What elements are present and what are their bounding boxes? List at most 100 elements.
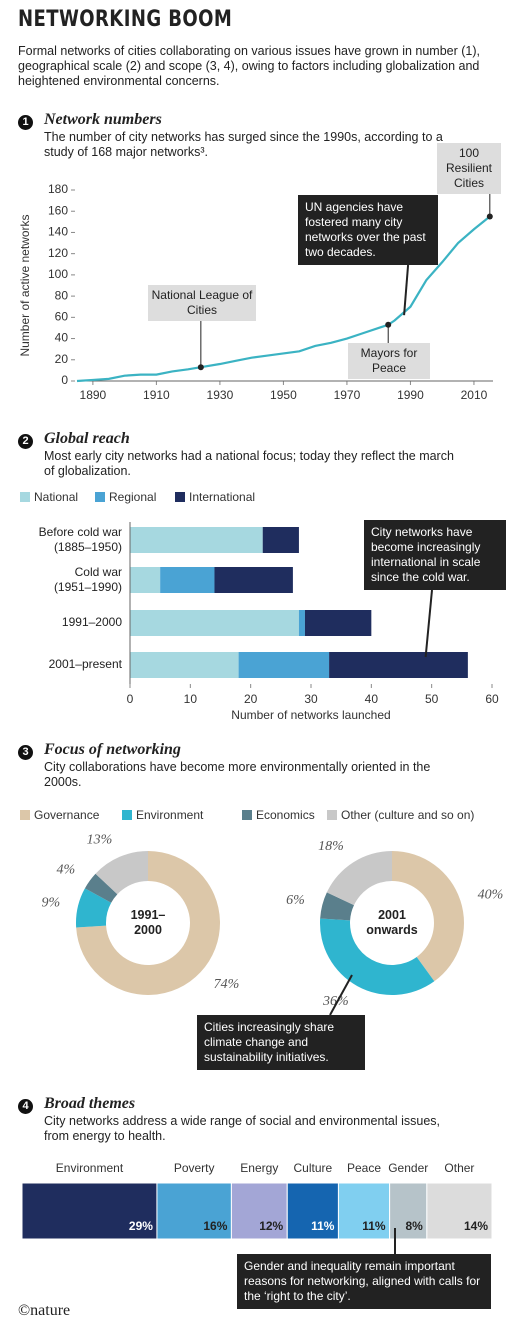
series-line xyxy=(76,215,491,383)
y-tick-label: 0 xyxy=(61,373,68,387)
legend-label: Environment xyxy=(136,808,204,822)
value-label: 6% xyxy=(286,893,305,908)
x-tick-label: 20 xyxy=(244,692,258,706)
y-axis-label: Number of active networks xyxy=(18,214,32,356)
bar-segment xyxy=(262,527,299,553)
value-label: 4% xyxy=(57,862,76,877)
annotation-point xyxy=(486,213,493,220)
bar-segment xyxy=(130,652,239,678)
x-tick-label: 50 xyxy=(425,692,439,706)
bar-segment xyxy=(304,610,372,636)
strip-segment xyxy=(21,1182,158,1240)
legend-swatch xyxy=(20,810,30,820)
leader-line xyxy=(403,264,410,316)
subtitle: Formal networks of cities collaborating … xyxy=(18,44,481,88)
annotation: Mayors for Peace xyxy=(348,343,430,379)
leader-line xyxy=(329,974,353,1016)
donut-label: 1991– 2000 xyxy=(130,908,166,937)
bar-segment xyxy=(130,527,263,553)
donut-segment xyxy=(76,851,220,995)
y-tick-label: 140 xyxy=(48,225,68,239)
section-title: Global reach xyxy=(44,430,130,447)
section-title: Network numbers xyxy=(44,111,162,128)
category-label: Other xyxy=(444,1161,474,1175)
x-tick-label: 30 xyxy=(304,692,318,706)
category-label: 2001–present xyxy=(48,657,122,671)
strip-segment xyxy=(426,1182,493,1240)
y-tick-label: 40 xyxy=(55,331,69,345)
x-tick-label: 0 xyxy=(127,692,134,706)
section-number: 1 xyxy=(18,115,33,130)
x-axis-label: Number of networks launched xyxy=(231,708,390,722)
y-tick-label: 100 xyxy=(48,267,68,281)
x-tick-label: 40 xyxy=(365,692,379,706)
section-subtitle: City networks address a wide range of so… xyxy=(44,1114,441,1143)
category-label: Gender xyxy=(388,1161,428,1175)
legend-swatch xyxy=(20,492,30,502)
donut-segment xyxy=(95,851,148,895)
y-tick-label: 180 xyxy=(48,182,68,196)
legend-swatch xyxy=(95,492,105,502)
legend-swatch xyxy=(327,810,337,820)
category-label: Before cold war (1885–1950) xyxy=(38,525,122,554)
category-label: Culture xyxy=(293,1161,332,1175)
annotation: Cities increasingly share climate change… xyxy=(197,1015,365,1070)
leader-line xyxy=(424,589,433,658)
annotation-point xyxy=(197,364,204,371)
footer: ©nature xyxy=(18,1302,71,1319)
bar-segment xyxy=(214,567,293,593)
annotation-point xyxy=(385,321,392,328)
x-tick-label: 60 xyxy=(485,692,499,706)
value-label: 74% xyxy=(214,977,240,992)
annotation: Gender and inequality remain important r… xyxy=(237,1254,491,1309)
x-tick-label: 1910 xyxy=(143,388,170,402)
section-number: 3 xyxy=(18,745,33,760)
section-number: 2 xyxy=(18,434,33,449)
x-tick-label: 1970 xyxy=(334,388,361,402)
category-label: Poverty xyxy=(174,1161,215,1175)
annotation: City networks have become increasingly i… xyxy=(364,520,506,590)
value-label: 12% xyxy=(259,1219,283,1233)
section-subtitle: City collaborations have become more env… xyxy=(44,760,431,789)
value-label: 14% xyxy=(464,1219,488,1233)
annotation: UN agencies have fostered many city netw… xyxy=(298,195,438,265)
section-subtitle: Most early city networks had a national … xyxy=(44,449,454,478)
strip-segment xyxy=(286,1182,339,1240)
category-label: Energy xyxy=(240,1161,278,1175)
legend-label: Governance xyxy=(34,808,100,822)
section-number: 4 xyxy=(18,1099,33,1114)
donut-segment xyxy=(84,873,118,903)
legend-label: Other (culture and so on) xyxy=(341,808,474,822)
y-tick-label: 80 xyxy=(55,288,69,302)
bar-segment xyxy=(130,610,299,636)
annotation: National League of Cities xyxy=(148,285,256,321)
donut-segment xyxy=(392,851,464,982)
legend-swatch xyxy=(175,492,185,502)
bar-segment xyxy=(329,652,468,678)
y-tick-label: 160 xyxy=(48,203,68,217)
donut-segment xyxy=(326,851,392,906)
value-label: 18% xyxy=(318,839,344,854)
x-tick-label: 10 xyxy=(184,692,198,706)
annotation: 100 Resilient Cities xyxy=(437,143,501,194)
donut-segment xyxy=(320,892,354,921)
legend-label: National xyxy=(34,490,78,504)
legend-swatch xyxy=(122,810,132,820)
bar-segment xyxy=(130,567,161,593)
donut-segment xyxy=(75,888,112,928)
value-label: 40% xyxy=(478,887,504,902)
value-label: 11% xyxy=(311,1219,335,1233)
y-tick-label: 60 xyxy=(55,310,69,324)
title: NETWORKING BOOM xyxy=(18,7,233,32)
section-title: Focus of networking xyxy=(44,741,181,758)
value-label: 11% xyxy=(362,1219,386,1233)
value-label: 16% xyxy=(203,1219,227,1233)
category-label: Peace xyxy=(347,1161,381,1175)
strip-segment xyxy=(337,1182,391,1240)
x-tick-label: 1930 xyxy=(207,388,234,402)
value-label: 8% xyxy=(406,1219,424,1233)
section-subtitle: The number of city networks has surged s… xyxy=(44,130,443,159)
value-label: 13% xyxy=(87,833,113,848)
